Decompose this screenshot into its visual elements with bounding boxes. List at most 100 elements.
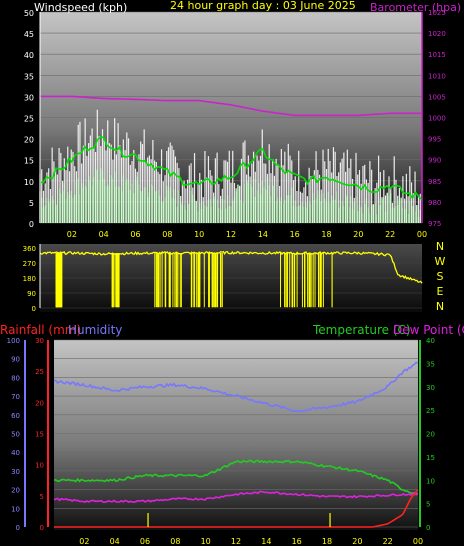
rainfall-y-tick-label: 30 (35, 337, 44, 345)
barometer-y-tick-label: 1025 (428, 9, 446, 17)
wind-y-tick-label: 5 (29, 199, 34, 208)
wind-y-tick-label: 20 (24, 136, 34, 145)
direction-series (39, 250, 423, 308)
wind-y-tick-label: 0 (29, 220, 34, 229)
wind-y-tick-label: 15 (24, 157, 34, 166)
barometer-y-tick-label: 995 (428, 136, 441, 144)
barometer-line (40, 95, 422, 117)
barometer-title: Barometer (hpa) (370, 1, 461, 14)
wind-x-tick-label: 04 (99, 230, 109, 239)
direction-gridlines (40, 247, 422, 309)
temperature-series (53, 361, 419, 528)
rainfall-y-tick-label: 0 (40, 524, 44, 532)
barometer-y-tick-label: 1010 (428, 72, 446, 80)
wind-x-tick-label: 00 (417, 230, 427, 239)
wind-x-tick-label: 06 (130, 230, 140, 239)
temperature-plot-area (54, 340, 418, 530)
rainfall-y-tick-label: 5 (40, 493, 44, 501)
barometer-y-tick-label: 980 (428, 199, 441, 207)
compass-label: N (436, 240, 444, 253)
rainfall-y-tick-label: 25 (35, 368, 44, 376)
wind-y-tick-label: 45 (24, 30, 34, 39)
rainfall-line (54, 489, 419, 528)
compass-label: E (437, 285, 444, 298)
rainfall-y-tick-label: 10 (35, 462, 44, 470)
direction-line (39, 250, 423, 284)
temperature-y-tick-label: 25 (426, 407, 435, 415)
direction-y-tick-label: 270 (23, 260, 36, 268)
wind-x-tick-label: 14 (258, 230, 268, 239)
barometer-y-tick-label: 1005 (428, 93, 446, 101)
humidity-y-tick-label: 20 (11, 487, 20, 495)
temperature-x-tick-label: 08 (170, 537, 180, 546)
humidity-line (53, 361, 419, 413)
barometer-y-tick-label: 990 (428, 157, 441, 165)
wind-x-tick-label: 18 (321, 230, 331, 239)
humidity-y-tick-label: 80 (11, 374, 20, 382)
temperature-x-tick-label: 22 (383, 537, 393, 546)
humidity-y-tick-label: 100 (7, 337, 20, 345)
humidity-y-tick-label: 60 (11, 412, 20, 420)
barometer-y-tick-label: 975 (428, 220, 441, 228)
humidity-y-tick-label: 70 (11, 393, 20, 401)
wind-x-tick-label: 12 (226, 230, 236, 239)
wind-x-tick-label: 10 (194, 230, 204, 239)
barometer-y-tick-label: 1015 (428, 51, 446, 59)
temperature-y-tick-label: 40 (426, 337, 435, 345)
temperature-title: Temperature (C) (312, 323, 411, 337)
temperature-axes: 0102030405060708090100051015202530051015… (7, 337, 435, 546)
direction-y-tick-label: 180 (23, 275, 36, 283)
temperature-y-tick-label: 5 (426, 501, 430, 509)
direction-y-tick-label: 360 (23, 245, 36, 253)
humidity-y-tick-label: 10 (11, 505, 20, 513)
wind-x-tick-label: 22 (385, 230, 395, 239)
wind-x-tick-label: 02 (67, 230, 77, 239)
barometer-y-tick-label: 1020 (428, 30, 446, 38)
temperature-x-tick-label: 00 (413, 537, 423, 546)
wind-title: Windspeed (kph) (34, 1, 127, 14)
temperature-x-tick-label: 04 (110, 537, 120, 546)
humidity-y-tick-label: 40 (11, 449, 20, 457)
humidity-y-tick-label: 30 (11, 468, 20, 476)
humidity-y-tick-label: 0 (16, 524, 20, 532)
temperature-y-tick-label: 15 (426, 454, 435, 462)
wind-x-tick-label: 08 (162, 230, 172, 239)
compass-label: N (436, 300, 444, 313)
temperature-y-tick-label: 35 (426, 360, 435, 368)
direction-y-tick-label: 0 (32, 305, 36, 313)
wind-y-tick-label: 10 (24, 178, 34, 187)
temperature-y-tick-label: 10 (426, 477, 435, 485)
barometer-y-tick-label: 1000 (428, 115, 446, 123)
wind-y-tick-label: 25 (24, 115, 34, 124)
wind-x-tick-label: 16 (290, 230, 300, 239)
wind-y-tick-label: 40 (24, 51, 34, 60)
dewpoint-title: Dew Point (C) (393, 323, 464, 337)
direction-y-tick-label: 90 (27, 290, 36, 298)
rainfall-y-tick-label: 15 (35, 431, 44, 439)
temperature-x-tick-label: 14 (261, 537, 271, 546)
wind-series (39, 95, 423, 223)
temperature-x-tick-label: 20 (352, 537, 362, 546)
rainfall-title: Rainfall (mm) (0, 323, 81, 337)
barometer-y-tick-label: 985 (428, 178, 441, 186)
temperature-y-tick-label: 30 (426, 384, 435, 392)
temperature-x-tick-label: 06 (140, 537, 150, 546)
wind-x-tick-label: 20 (353, 230, 363, 239)
compass-label: W (435, 255, 446, 268)
wind-y-tick-label: 30 (24, 93, 34, 102)
temperature-x-tick-label: 12 (231, 537, 241, 546)
temperature-x-tick-label: 16 (292, 537, 302, 546)
chart-date-title: 24 hour graph day : 03 June 2025 (170, 0, 356, 12)
temperature-y-tick-label: 0 (426, 524, 430, 532)
humidity-title: Humidity (68, 323, 122, 337)
dewpoint-line (53, 490, 419, 504)
temperature-line (53, 459, 419, 495)
temperature-x-tick-label: 10 (201, 537, 211, 546)
wind-average-line (39, 136, 423, 201)
humidity-y-tick-label: 50 (11, 431, 20, 439)
rainfall-y-tick-label: 20 (35, 399, 44, 407)
temperature-y-tick-label: 20 (426, 431, 435, 439)
